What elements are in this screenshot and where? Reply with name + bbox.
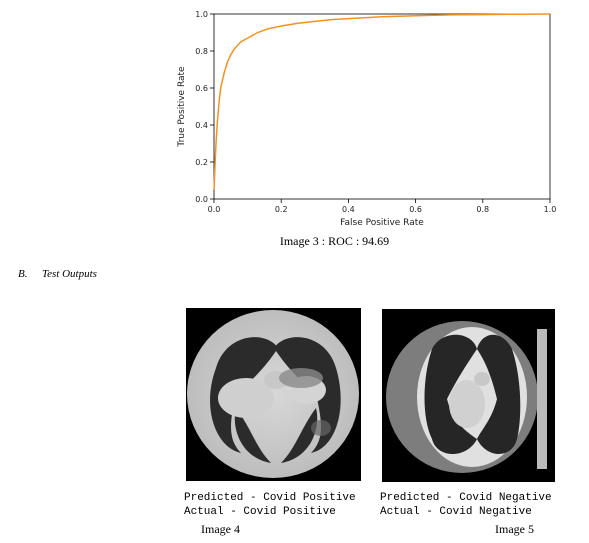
y-tick-label: 0.0 <box>195 195 208 204</box>
x-tick-label: 0.6 <box>409 205 422 214</box>
image-4-predicted: Predicted - Covid Positive <box>184 492 356 504</box>
y-axis-ticks: 0.0 0.2 0.4 0.6 0.8 1.0 <box>195 10 214 204</box>
plot-area <box>213 13 551 200</box>
image-5-actual: Actual - Covid Negative <box>380 506 532 518</box>
y-tick-label: 0.4 <box>195 121 208 130</box>
plot-frame <box>213 13 551 200</box>
x-axis-label: False Positive Rate <box>340 218 424 228</box>
section-number: B. <box>18 268 28 280</box>
y-tick-label: 0.6 <box>195 84 208 93</box>
x-tick-label: 0.0 <box>208 205 221 214</box>
y-tick-label: 0.2 <box>195 158 208 167</box>
roc-curve <box>213 13 551 190</box>
image-5-predicted: Predicted - Covid Negative <box>380 492 552 504</box>
section-title: Test Outputs <box>42 268 97 280</box>
y-tick-label: 0.8 <box>195 47 208 56</box>
x-axis-ticks: 0.0 0.2 0.4 0.6 0.8 1.0 <box>208 199 557 214</box>
y-tick-label: 1.0 <box>195 10 208 19</box>
y-axis-label: True Positive Rate <box>177 66 187 148</box>
ct-scan-image-5 <box>382 309 555 482</box>
image-4-actual: Actual - Covid Positive <box>184 506 336 518</box>
x-tick-label: 0.2 <box>275 205 288 214</box>
section-heading: B. Test Outputs <box>18 268 97 280</box>
image-4-result: Predicted - Covid Positive Actual - Covi… <box>184 491 356 519</box>
image-4-caption: Image 4 <box>201 522 240 536</box>
x-tick-label: 0.8 <box>476 205 489 214</box>
ct-scan-image-4 <box>186 308 361 481</box>
x-tick-label: 1.0 <box>544 205 557 214</box>
image-5-result: Predicted - Covid Negative Actual - Covi… <box>380 491 552 519</box>
image-5-caption: Image 5 <box>495 522 534 536</box>
figure-3-caption: Image 3 : ROC : 94.69 <box>279 234 390 248</box>
roc-chart: 0.0 0.2 0.4 0.6 0.8 1.0 0.0 0.2 0.4 0.6 0.8 1.0 Fa… <box>177 10 557 228</box>
x-tick-label: 0.4 <box>342 205 355 214</box>
